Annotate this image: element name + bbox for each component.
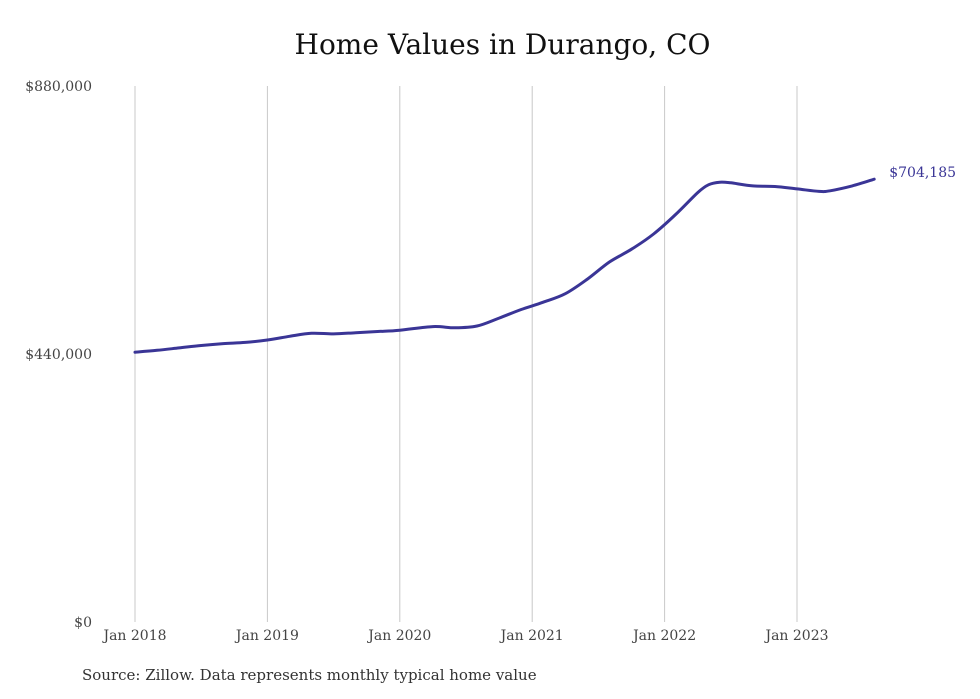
chart-title: Home Values in Durango, CO [294,28,711,61]
end-value-label: $704,185 [889,165,956,181]
y-tick-label: $0 [74,615,92,631]
y-tick-label: $440,000 [25,347,92,363]
series-layer: $704,185 [133,165,956,354]
x-tick-label: Jan 2022 [631,628,696,644]
gridlines [134,86,798,622]
x-tick-label: Jan 2020 [366,628,431,644]
x-tick-label: Jan 2021 [499,628,564,644]
y-axis-ticks: $0 $440,000 $880,000 [25,79,92,631]
x-tick-label: Jan 2018 [101,628,166,644]
x-axis-ticks: Jan 2018 Jan 2019 Jan 2020 Jan 2021 Jan 2022… [101,628,828,644]
x-tick-label: Jan 2023 [763,628,828,644]
series-line [133,177,876,354]
x-tick-label: Jan 2019 [234,628,299,644]
line-chart: $0$440,000$880,000 Jan 2018 Jan 2019 Jan 2… [25,79,956,644]
y-tick-label: $880,000 [25,79,92,95]
source-note: Source: Zillow. Data represents monthly … [82,666,537,684]
